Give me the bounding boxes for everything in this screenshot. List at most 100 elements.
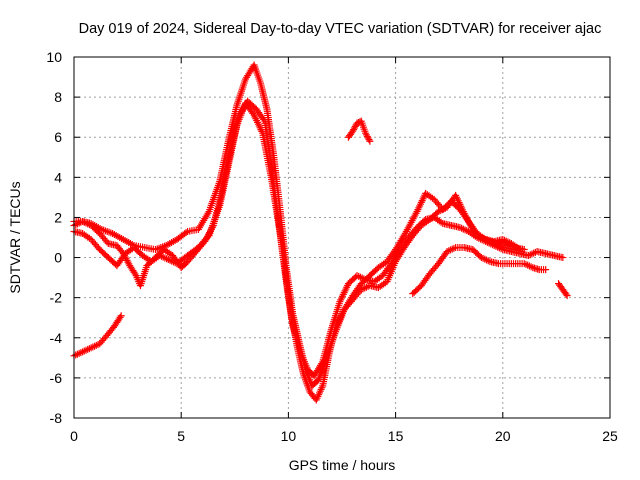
data-point (75, 349, 83, 357)
grid-lines (74, 57, 610, 418)
data-point (365, 136, 373, 144)
data-point (436, 207, 444, 215)
data-point (501, 236, 509, 244)
y-tick-label: -4 (50, 330, 63, 346)
data-point (84, 345, 92, 353)
data-point (351, 122, 359, 130)
y-tick-label: 0 (54, 250, 62, 266)
data-point (477, 234, 485, 241)
data-point (363, 132, 371, 140)
data-point (477, 254, 485, 262)
data-point (524, 261, 532, 269)
data-point (164, 256, 172, 264)
data-point (525, 262, 533, 270)
y-tick-label: 6 (54, 129, 62, 145)
data-point (79, 217, 87, 225)
data-point (520, 260, 528, 268)
data-point (75, 219, 83, 227)
data-point (434, 207, 442, 215)
data-point (349, 127, 357, 135)
y-tick-label: -6 (50, 370, 63, 386)
data-point (446, 246, 454, 254)
x-tick-label: 10 (281, 428, 297, 444)
data-point (355, 272, 363, 280)
data-point (437, 218, 445, 226)
data-point (80, 347, 88, 355)
series-track-g (555, 280, 571, 300)
data-point (91, 342, 99, 350)
data-point (89, 343, 97, 351)
y-tick-label: 8 (54, 89, 62, 105)
data-point (166, 256, 174, 264)
y-tick-label: 10 (46, 49, 62, 65)
data-point (497, 245, 505, 253)
data-point (84, 220, 92, 228)
data-point (450, 244, 458, 252)
data-point (456, 223, 464, 231)
data-point (445, 247, 453, 255)
data-point (459, 225, 467, 233)
data-point (559, 254, 567, 262)
data-point (362, 283, 370, 291)
data-markers (70, 61, 571, 404)
data-point (360, 275, 368, 283)
data-point (448, 245, 456, 253)
y-tick-label: 2 (54, 209, 62, 225)
data-point (481, 235, 489, 243)
data-point (520, 246, 528, 254)
x-tick-label: 5 (177, 428, 185, 444)
x-tick-label: 0 (70, 428, 78, 444)
data-point (116, 313, 124, 321)
data-point (527, 263, 535, 271)
data-point (484, 257, 492, 265)
data-point (438, 206, 446, 214)
data-point (499, 236, 507, 244)
y-tick-label: 4 (54, 169, 62, 185)
y-axis-title: SDTVAR / TECUs (7, 181, 23, 293)
y-tick-label: -2 (50, 290, 63, 306)
data-point (502, 237, 510, 245)
data-point (73, 350, 81, 358)
series-track-c (70, 97, 528, 404)
data-point (530, 249, 538, 257)
data-point (481, 255, 489, 263)
data-point (163, 255, 171, 263)
data-point (366, 137, 374, 145)
data-point (484, 237, 492, 245)
y-tick-label: -8 (50, 410, 63, 426)
data-point (563, 292, 571, 300)
axis-ticks: 0 5 10 15 20 25 -8 -6 -4 -2 0 2 4 6 8 10 (46, 49, 618, 444)
data-point (461, 226, 469, 234)
plot-frame (73, 56, 611, 419)
data-point (161, 254, 169, 262)
data-point (350, 126, 358, 134)
data-point (357, 286, 365, 294)
data-point (131, 270, 139, 278)
data-point (356, 273, 364, 281)
data-point (528, 250, 536, 258)
data-point (82, 219, 90, 227)
data-point (72, 351, 80, 359)
x-tick-label: 25 (602, 428, 618, 444)
data-point (483, 256, 491, 264)
x-tick-label: 15 (388, 428, 404, 444)
data-point (440, 205, 448, 213)
data-point (359, 285, 367, 293)
chart-title: Day 019 of 2024, Sidereal Day-to-day VTE… (79, 21, 602, 37)
data-point (526, 251, 534, 259)
data-point (562, 290, 570, 298)
data-point (525, 252, 533, 260)
data-point (479, 234, 487, 242)
data-point (362, 131, 370, 139)
data-point (260, 115, 268, 123)
data-point (77, 349, 85, 357)
data-point (364, 134, 372, 142)
data-point (353, 272, 361, 280)
data-point (522, 260, 530, 268)
data-point (82, 346, 90, 354)
data-point (79, 348, 87, 356)
data-point (358, 274, 366, 282)
x-axis-title: GPS time / hours (289, 457, 396, 473)
data-point (92, 341, 100, 349)
